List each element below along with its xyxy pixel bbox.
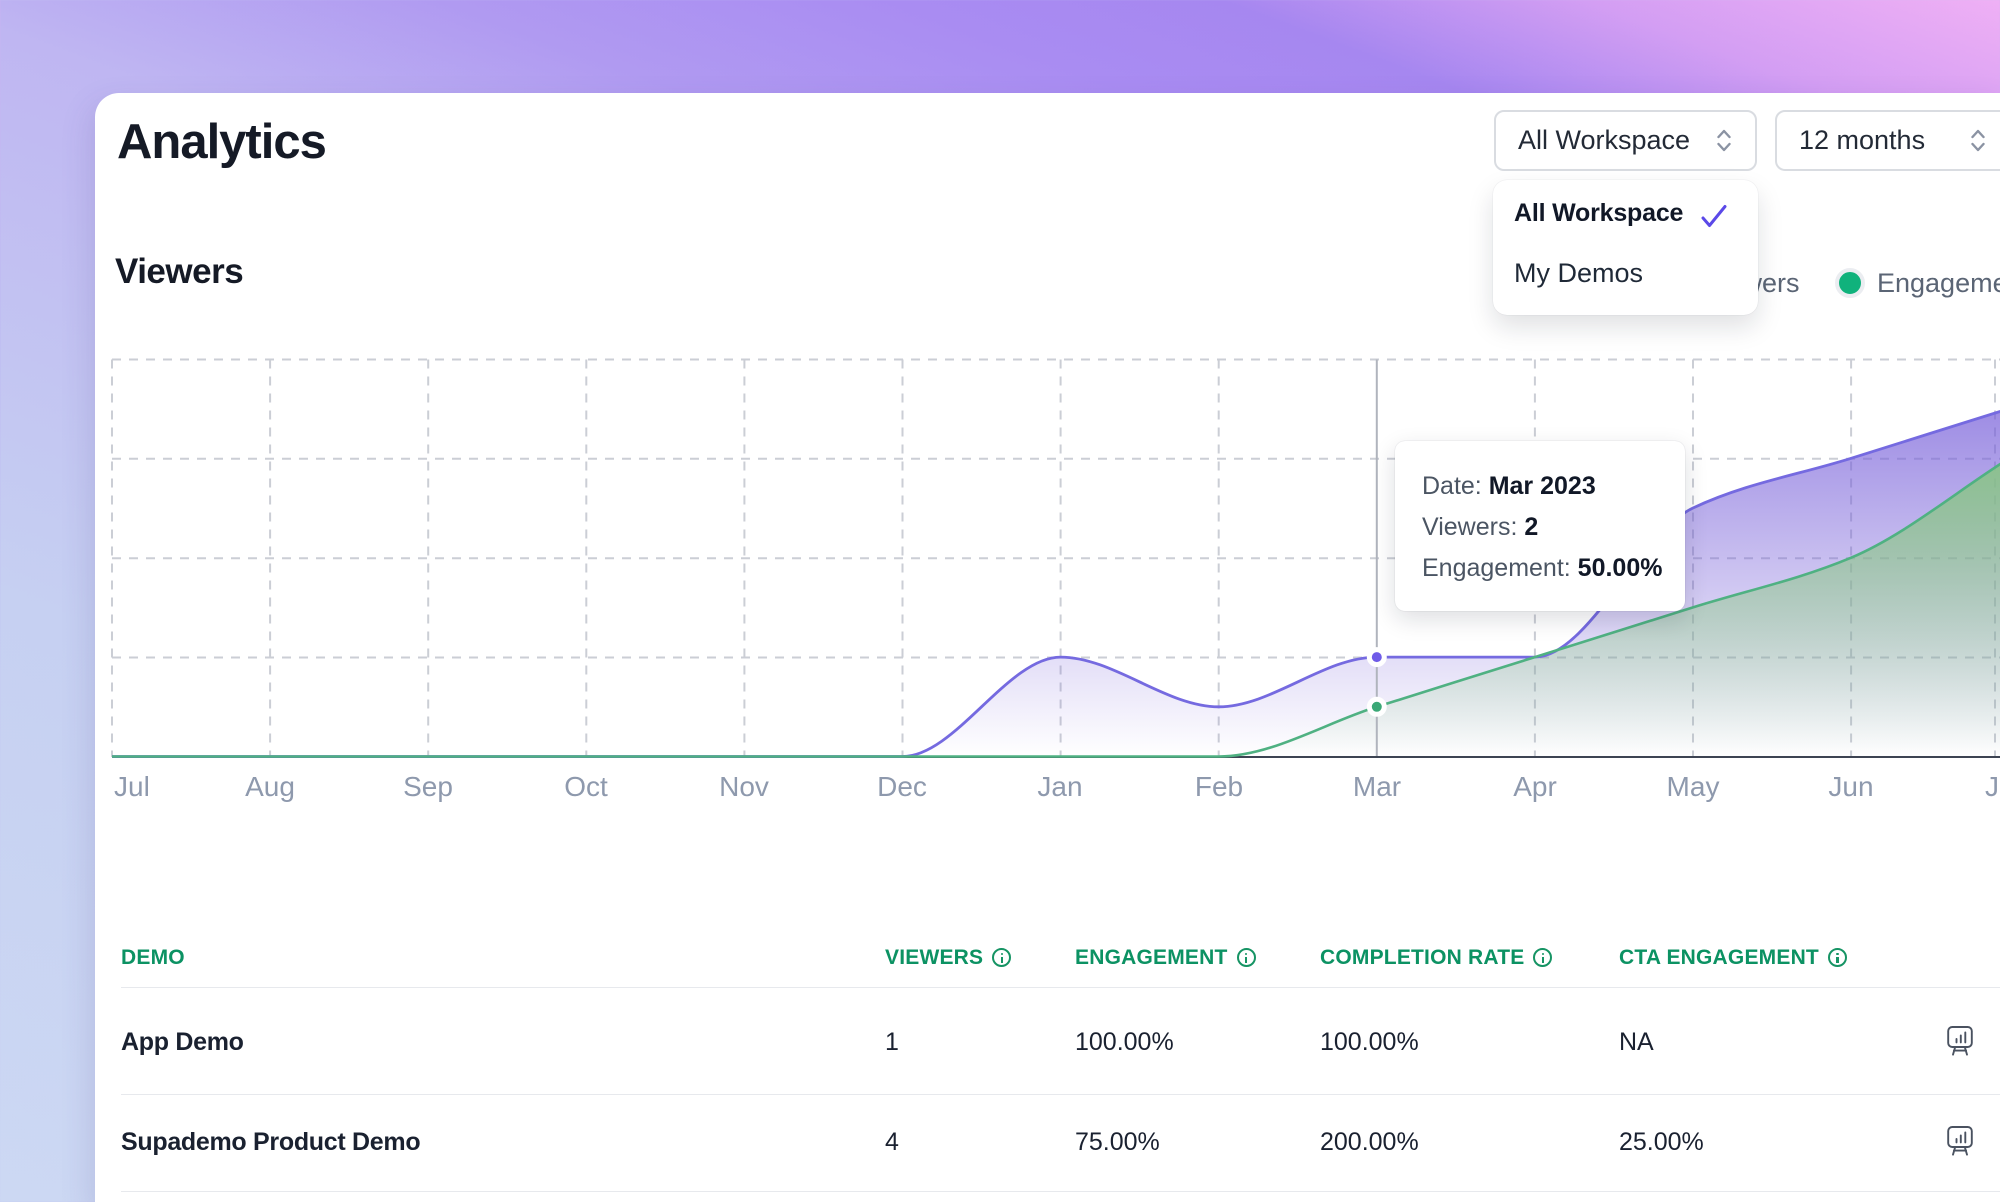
svg-text:Sep: Sep — [403, 771, 453, 802]
svg-text:Feb: Feb — [1195, 771, 1243, 802]
svg-text:Nov: Nov — [719, 771, 769, 802]
svg-text:Oct: Oct — [564, 771, 608, 802]
svg-text:Jan: Jan — [1037, 771, 1082, 802]
svg-text:Jul: Jul — [114, 771, 150, 802]
svg-text:Ju: Ju — [1985, 771, 2000, 802]
svg-text:Mar: Mar — [1353, 771, 1401, 802]
svg-text:Dec: Dec — [877, 771, 927, 802]
svg-text:May: May — [1667, 771, 1720, 802]
svg-text:Jun: Jun — [1828, 771, 1873, 802]
svg-text:Aug: Aug — [245, 771, 295, 802]
svg-text:Apr: Apr — [1513, 771, 1557, 802]
